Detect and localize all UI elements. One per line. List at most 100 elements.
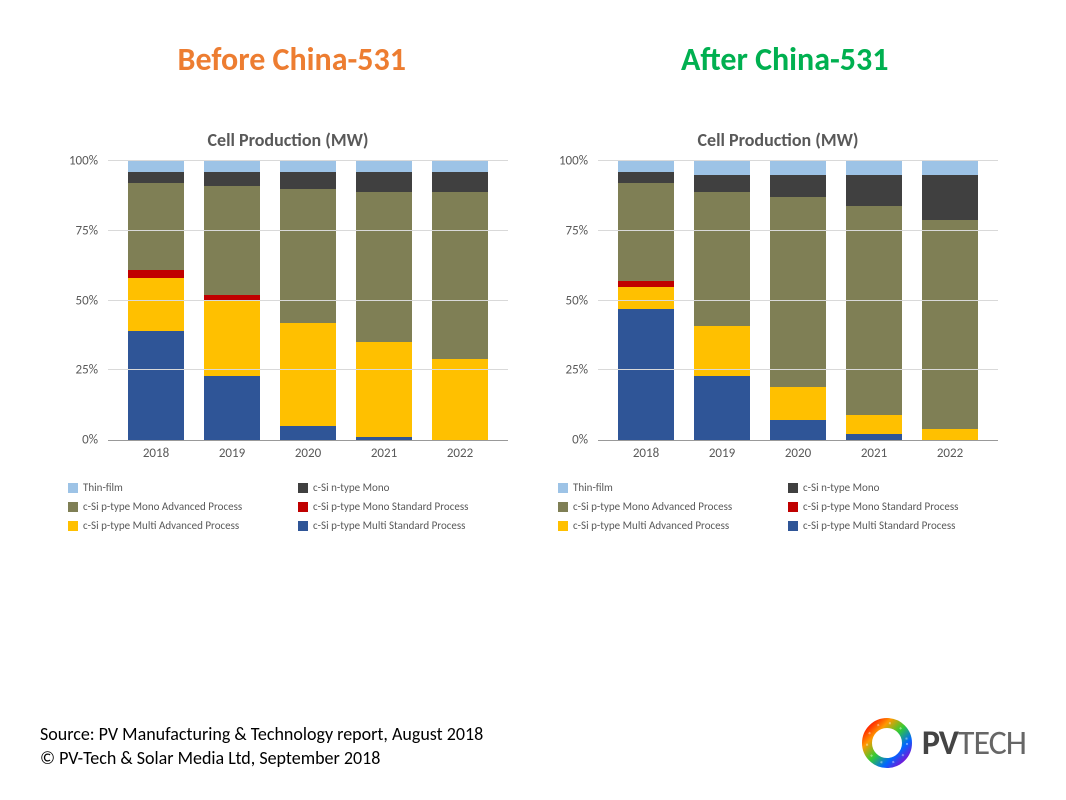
x-label: 2018 [618, 446, 674, 461]
bar-segment [356, 161, 412, 172]
chart-before: Cell Production (MW) 0%25%50%75%100% 201… [58, 129, 518, 532]
bar-segment [356, 437, 412, 440]
legend-item: c-Si p-type Mono Standard Process [298, 500, 518, 513]
bar-segment [694, 192, 750, 326]
bar-segment [432, 359, 488, 440]
logo-tech: TECH [958, 723, 1026, 764]
legend-item: c-Si p-type Multi Advanced Process [558, 519, 778, 532]
stacked-bar [618, 161, 674, 440]
gridline [108, 369, 508, 370]
y-tick: 50% [76, 293, 98, 308]
chart-title-after: Cell Production (MW) [548, 129, 1008, 151]
legend-label: c-Si p-type Multi Standard Process [803, 519, 955, 532]
bar-segment [922, 429, 978, 440]
legend-label: c-Si p-type Mono Standard Process [803, 500, 958, 513]
x-label: 2022 [922, 446, 978, 461]
y-tick: 0% [82, 433, 98, 448]
legend-label: c-Si n-type Mono [803, 481, 879, 494]
stacked-bar [694, 161, 750, 440]
bar-segment [432, 161, 488, 172]
source-line1: Source: PV Manufacturing & Technology re… [40, 723, 483, 746]
source-text: Source: PV Manufacturing & Technology re… [40, 723, 483, 770]
legend-after: Thin-film c-Si n-type Mono c-Si p-type Mon… [558, 481, 1008, 532]
legend-swatch-icon [788, 502, 798, 512]
bar-segment [280, 172, 336, 189]
legend-item: Thin-film [558, 481, 778, 494]
bar-segment [204, 161, 260, 172]
legend-swatch-icon [788, 483, 798, 493]
bars-after [598, 161, 998, 440]
legend-item: Thin-film [68, 481, 288, 494]
bar-segment [280, 426, 336, 440]
legend-label: c-Si p-type Mono Advanced Process [573, 500, 732, 513]
bar-segment [846, 415, 902, 435]
y-tick: 25% [76, 363, 98, 378]
legend-label: Thin-film [83, 481, 123, 494]
legend-label: c-Si p-type Multi Standard Process [313, 519, 465, 532]
x-label: 2021 [356, 446, 412, 461]
bar-segment [128, 278, 184, 331]
y-tick: 100% [69, 154, 98, 169]
charts-row: Cell Production (MW) 0%25%50%75%100% 201… [40, 129, 1026, 532]
bar-segment [280, 323, 336, 426]
y-axis-before: 0%25%50%75%100% [58, 161, 103, 440]
stacked-bar [432, 161, 488, 440]
gridline [108, 300, 508, 301]
legend-item: c-Si p-type Mono Advanced Process [558, 500, 778, 513]
bar-segment [846, 161, 902, 175]
bar-segment [128, 172, 184, 183]
x-label: 2022 [432, 446, 488, 461]
legend-swatch-icon [68, 502, 78, 512]
x-label: 2020 [280, 446, 336, 461]
legend-swatch-icon [298, 521, 308, 531]
x-label: 2020 [770, 446, 826, 461]
bar-segment [694, 175, 750, 192]
bar-segment [770, 161, 826, 175]
bar-segment [618, 183, 674, 281]
x-labels-before: 20182019202020212022 [108, 441, 508, 461]
stacked-bar [356, 161, 412, 440]
stacked-bar [280, 161, 336, 440]
source-line2: © PV-Tech & Solar Media Ltd, September 2… [40, 747, 483, 770]
y-tick: 75% [76, 223, 98, 238]
bar-segment [356, 192, 412, 343]
bar-segment [432, 192, 488, 359]
header-after: After China-531 [681, 40, 888, 79]
legend-item: c-Si p-type Multi Standard Process [788, 519, 1008, 532]
bar-segment [694, 376, 750, 440]
gridline [108, 160, 508, 161]
legend-item: c-Si p-type Mono Advanced Process [68, 500, 288, 513]
bar-segment [922, 220, 978, 429]
bar-segment [128, 183, 184, 269]
y-tick: 50% [566, 293, 588, 308]
pvtech-logo: PVTECH [860, 716, 1026, 770]
bar-segment [128, 270, 184, 278]
legend-label: c-Si p-type Mono Advanced Process [83, 500, 242, 513]
legend-swatch-icon [298, 483, 308, 493]
x-label: 2019 [694, 446, 750, 461]
stacked-bar [204, 161, 260, 440]
bar-segment [618, 172, 674, 183]
bar-segment [128, 331, 184, 440]
gridline [598, 230, 998, 231]
legend-item: c-Si n-type Mono [298, 481, 518, 494]
legend-swatch-icon [558, 483, 568, 493]
bar-segment [770, 387, 826, 420]
x-label: 2021 [846, 446, 902, 461]
bar-segment [770, 420, 826, 440]
plot-area-after: 0%25%50%75%100% [598, 161, 998, 441]
y-tick: 100% [559, 154, 588, 169]
y-tick: 75% [566, 223, 588, 238]
legend-item: c-Si p-type Multi Standard Process [298, 519, 518, 532]
stacked-bar [128, 161, 184, 440]
stacked-bar [770, 161, 826, 440]
bar-segment [618, 309, 674, 440]
bars-before [108, 161, 508, 440]
bar-segment [432, 172, 488, 192]
plot-area-before: 0%25%50%75%100% [108, 161, 508, 441]
stacked-bar [846, 161, 902, 440]
bar-segment [618, 287, 674, 309]
chart-title-before: Cell Production (MW) [58, 129, 518, 151]
chart-after: Cell Production (MW) 0%25%50%75%100% 201… [548, 129, 1008, 532]
legend-label: c-Si p-type Multi Advanced Process [83, 519, 239, 532]
